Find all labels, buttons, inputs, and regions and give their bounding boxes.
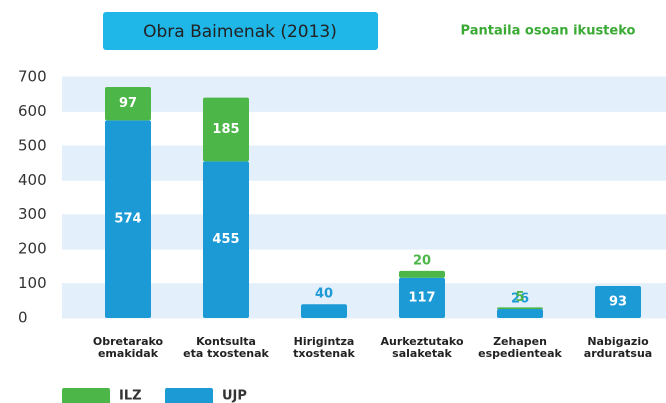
value-label: 117 [408, 290, 435, 305]
bar-segment [497, 309, 543, 318]
bar-segment [497, 307, 543, 310]
x-tick-label: Kontsulta eta txostenak [183, 335, 269, 360]
x-tick-label: Aurkeztutako salaketak [381, 335, 464, 360]
fullscreen-link[interactable]: Pantaila osoan ikusteko [461, 24, 636, 39]
value-label: 574 [114, 212, 141, 227]
y-tick-label: 300 [18, 205, 47, 223]
y-tick-label: 500 [18, 136, 47, 154]
bar-segment [203, 97, 249, 162]
value-label: 455 [212, 232, 239, 247]
bar-segment [203, 161, 249, 318]
legend-label: ILZ [119, 389, 142, 403]
grid-band [62, 77, 666, 112]
chart-title: Obra Baimenak (2013) [143, 22, 337, 42]
y-tick-label: 600 [18, 102, 47, 120]
grid-band [62, 145, 666, 181]
value-label: 97 [119, 96, 137, 111]
y-tick-label: 200 [18, 240, 47, 258]
grid-band [62, 283, 666, 318]
title-box [103, 12, 378, 50]
y-tick-label: 400 [18, 171, 47, 189]
legend-label: UJP [222, 389, 247, 403]
bar-segment [399, 277, 445, 318]
x-tick-label: Nabigazio arduratsua [584, 335, 652, 360]
bar-segment [595, 285, 641, 318]
grid [62, 76, 666, 319]
legend-swatch [165, 388, 213, 403]
value-label: 185 [212, 122, 239, 137]
value-label: 26 [511, 292, 529, 307]
value-label: 40 [315, 287, 333, 302]
bar-segment [301, 304, 347, 318]
legend-swatch [62, 388, 110, 403]
y-tick-label: 700 [18, 68, 47, 86]
grid-band [62, 214, 666, 250]
value-label: 93 [609, 294, 627, 309]
x-tick-label: Hirigintza txostenak [293, 335, 355, 360]
value-label: 5 [515, 290, 524, 305]
x-tick-label: Zehapen espedienteak [478, 335, 562, 360]
bar-segment [105, 86, 151, 121]
y-tick-label: 0 [18, 309, 28, 327]
y-tick-label: 100 [18, 274, 47, 292]
bar-segment [105, 120, 151, 318]
value-label: 20 [413, 253, 431, 268]
bar-segment [399, 270, 445, 278]
x-tick-label: Obretarako emakidak [93, 335, 164, 360]
